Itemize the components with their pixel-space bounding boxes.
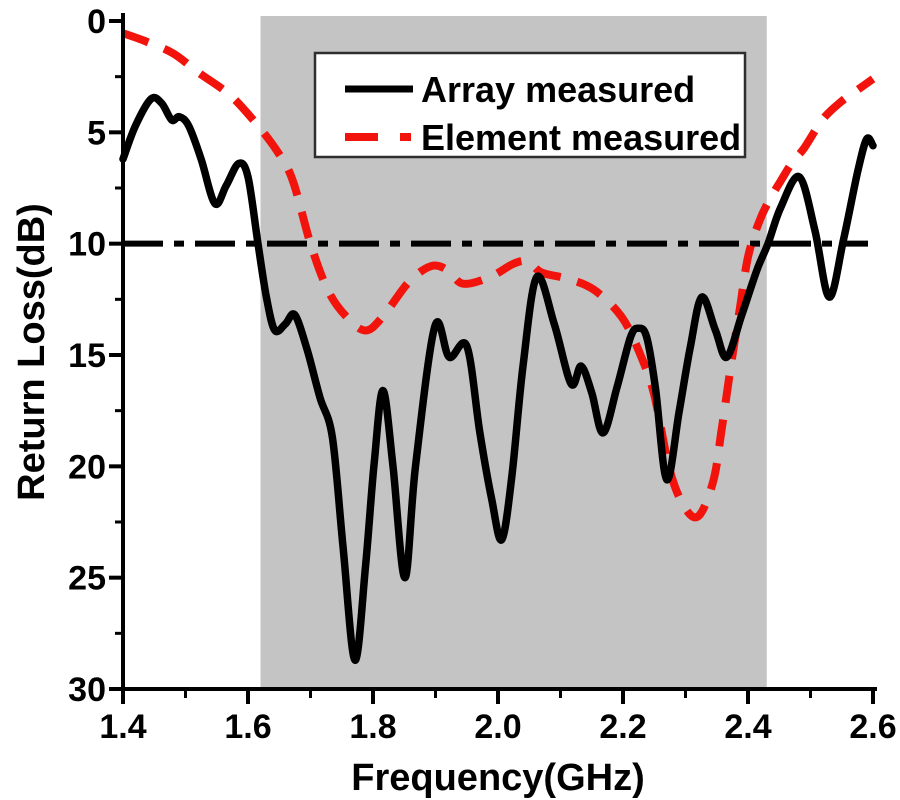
x-tick-label: 2.4 [724,708,771,746]
legend: Array measured Element measured [313,51,747,159]
x-tick-label: 2.2 [599,708,646,746]
legend-label-array: Array measured [421,69,695,110]
y-tick-label: 10 [68,226,106,264]
array-measured-curve [119,93,877,664]
legend-label-element: Element measured [421,117,741,158]
y-tick-label: 15 [68,337,106,375]
x-tick-label: 2.6 [849,708,896,746]
y-axis-title: Return Loss(dB) [11,203,53,501]
x-tick-label: 2.0 [474,708,521,746]
y-tick-label: 25 [68,560,106,598]
x-axis-title: Frequency(GHz) [351,757,644,799]
y-tick-label: 30 [68,671,106,709]
y-tick-label: 0 [87,3,106,41]
y-tick-labels: 0 5 10 15 20 25 30 [68,3,106,709]
legend-box [313,51,747,159]
x-tick-label: 1.4 [99,708,146,746]
y-axis [109,13,125,691]
x-tick-labels: 1.4 1.6 1.8 2.0 2.2 2.4 2.6 [99,708,896,746]
y-tick-label: 5 [87,114,106,152]
x-tick-label: 1.6 [224,708,271,746]
y-tick-label: 20 [68,448,106,486]
x-axis [119,687,877,704]
x-tick-label: 1.8 [349,708,396,746]
element-measured-curve [121,29,876,522]
